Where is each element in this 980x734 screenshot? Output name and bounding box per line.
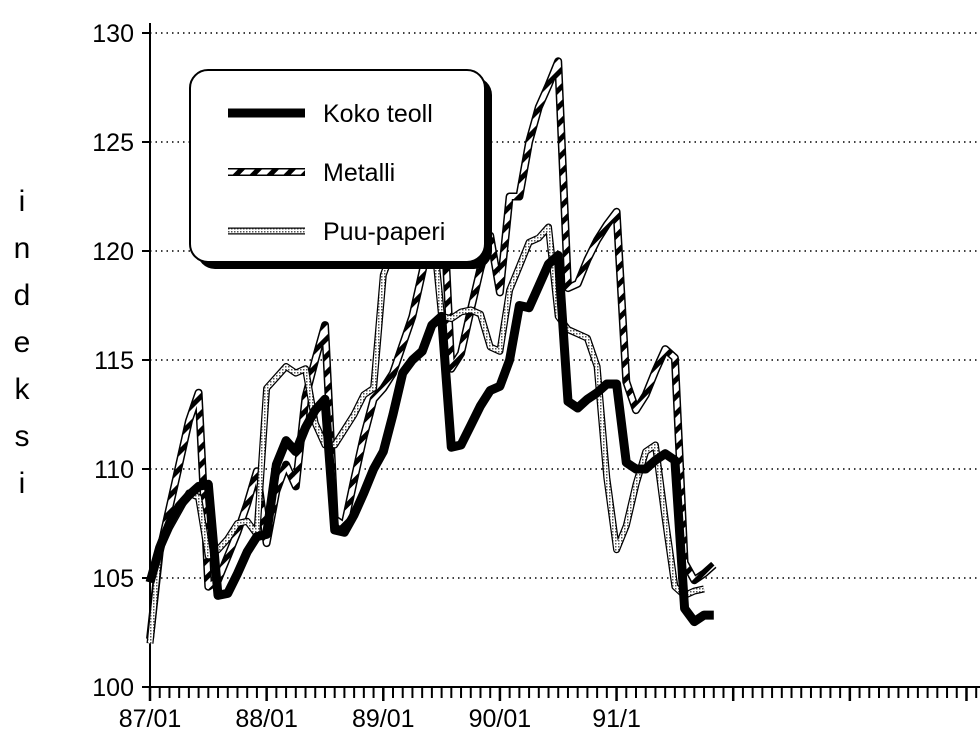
legend-box xyxy=(189,69,486,263)
y-axis-label-letter: s xyxy=(14,420,30,453)
axes: 100 105 110 115 120 125 130 87/01 88/01 89/01 90/0… xyxy=(92,20,980,733)
y-tick-label: 100 xyxy=(92,674,134,702)
x-tick-label: 89/01 xyxy=(352,705,415,733)
series-koko-teoll xyxy=(145,250,714,627)
y-axis-label-letter: d xyxy=(13,279,31,312)
y-axis-label-letter: i xyxy=(18,185,26,218)
y-tick-label: 130 xyxy=(92,20,134,48)
y-axis-label-letter: e xyxy=(13,326,31,359)
x-tick-label: 90/01 xyxy=(469,705,532,733)
y-axis-label-letter: n xyxy=(13,232,31,265)
x-tick-label: 87/01 xyxy=(119,705,182,733)
x-tick-label: 88/01 xyxy=(235,705,298,733)
series-line xyxy=(145,250,714,627)
legend-label: Koko teoll xyxy=(323,100,433,128)
y-tick-label: 120 xyxy=(92,238,134,266)
legend-label: Puu-paperi xyxy=(323,218,445,246)
legend-label: Metalli xyxy=(323,159,395,187)
y-tick-label: 125 xyxy=(92,129,134,157)
y-tick-label: 110 xyxy=(94,456,134,484)
y-axis-label-letter: i xyxy=(18,467,26,500)
legend: Koko teoll Metalli Puu-paperi xyxy=(189,69,492,269)
x-tick-label: 91/1 xyxy=(592,705,641,733)
y-tick-label: 115 xyxy=(94,347,134,375)
y-tick-label: 105 xyxy=(92,565,134,593)
y-axis-label-letter: k xyxy=(14,373,30,406)
